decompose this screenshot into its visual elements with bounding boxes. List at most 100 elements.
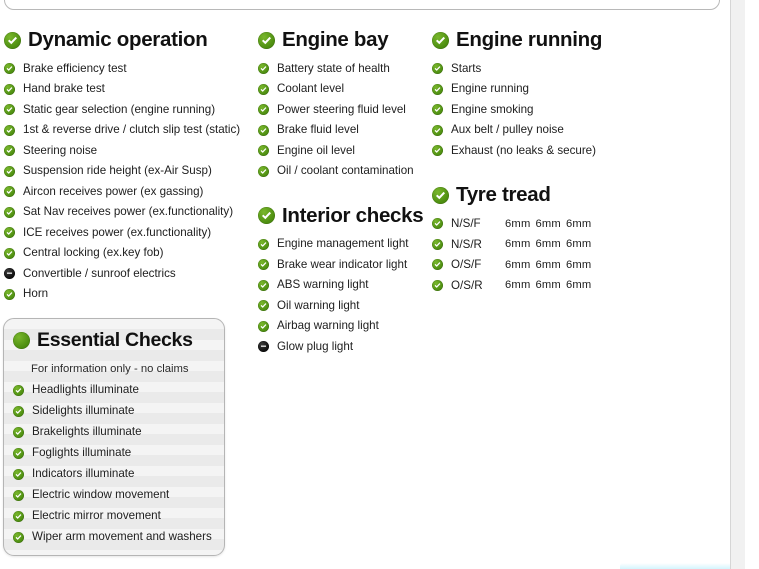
- check-circle-green-icon: [258, 207, 275, 225]
- check-item: ABS warning light: [258, 275, 434, 296]
- tyre-row: O/S/R 6mm 6mm 6mm: [432, 275, 642, 296]
- minus-circle-dark-icon: [258, 341, 269, 353]
- check-circle-green-icon: [4, 124, 15, 136]
- check-item: Suspension ride height (ex-Air Susp): [4, 161, 252, 182]
- check-item-label: Starts: [451, 61, 482, 75]
- check-item-label: Power steering fluid level: [277, 102, 406, 116]
- check-item-label: Aux belt / pulley noise: [451, 123, 564, 137]
- check-item-label: Engine management light: [277, 237, 409, 251]
- check-item-label: Central locking (ex.key fob): [23, 246, 164, 260]
- section-engine-running: Engine running Starts Engine running Engine…: [432, 29, 642, 162]
- check-item: Steering noise: [4, 141, 252, 162]
- check-item: Oil warning light: [258, 296, 434, 317]
- check-circle-green-icon: [258, 320, 269, 332]
- essential-checks-note: For information only - no claims: [31, 362, 189, 375]
- dynamic-operation-heading: Dynamic operation: [4, 29, 252, 51]
- scrollbar-track[interactable]: [730, 0, 745, 569]
- tyre-depth-values: 6mm 6mm 6mm: [505, 259, 596, 271]
- check-circle-green-icon: [432, 186, 449, 204]
- check-item: Oil / coolant contamination: [258, 161, 434, 182]
- check-item: Indicators illuminate: [13, 464, 224, 485]
- check-circle-green-icon: [258, 104, 269, 116]
- column-right: Engine running Starts Engine running Engine…: [432, 29, 642, 296]
- column-middle: Engine bay Battery state of health Coolan…: [258, 29, 434, 358]
- check-item: Sidelights illuminate: [13, 401, 224, 422]
- check-circle-green-icon: [13, 426, 24, 438]
- check-item-label: Airbag warning light: [277, 319, 379, 333]
- check-item-label: Sidelights illuminate: [32, 404, 135, 418]
- check-item: Aircon receives power (ex gassing): [4, 182, 252, 203]
- engine-running-heading: Engine running: [432, 29, 642, 51]
- check-item-label: Brakelights illuminate: [32, 425, 142, 439]
- check-circle-green-icon: [432, 83, 443, 95]
- check-item-label: Wiper arm movement and washers: [32, 530, 212, 544]
- tyre-tread-list: N/S/F 6mm 6mm 6mm N/S/R 6mm 6mm 6mm O/S/F 6mm 6mm 6…: [432, 214, 642, 296]
- tyre-tread-title: Tyre tread: [456, 183, 551, 206]
- check-item-label: Foglights illuminate: [32, 446, 132, 460]
- essential-checks-heading: Essential Checks: [13, 330, 224, 351]
- section-dynamic-operation: Dynamic operation Brake efficiency test Ha…: [4, 29, 252, 305]
- tyre-depth-values: 6mm 6mm 6mm: [505, 238, 596, 250]
- check-item-label: Brake fluid level: [277, 123, 359, 137]
- check-item: Engine oil level: [258, 141, 434, 162]
- check-item-label: Aircon receives power (ex gassing): [23, 184, 204, 198]
- check-item: Electric mirror movement: [13, 506, 224, 527]
- check-item-label: Brake efficiency test: [23, 61, 127, 75]
- check-circle-green-icon: [4, 247, 15, 259]
- check-item-label: Indicators illuminate: [32, 467, 135, 481]
- check-item-label: Static gear selection (engine running): [23, 102, 216, 116]
- check-circle-green-icon: [4, 165, 15, 177]
- check-circle-green-icon: [13, 332, 30, 350]
- tyre-row: N/S/R 6mm 6mm 6mm: [432, 234, 642, 255]
- check-item: Starts: [432, 59, 642, 80]
- check-circle-green-icon: [13, 384, 24, 396]
- check-item-label: Convertible / sunroof electrics: [23, 266, 176, 280]
- minus-circle-dark-icon: [4, 268, 15, 280]
- check-circle-green-icon: [258, 165, 269, 177]
- check-item-label: Sat Nav receives power (ex.functionality…: [23, 205, 234, 219]
- check-circle-green-icon: [258, 279, 269, 291]
- check-circle-green-icon: [4, 227, 15, 239]
- check-circle-green-icon: [258, 63, 269, 75]
- check-item: Glow plug light: [258, 337, 434, 358]
- check-item-label: ICE receives power (ex.functionality): [23, 225, 212, 239]
- tyre-depth-values: 6mm 6mm 6mm: [505, 279, 596, 291]
- check-circle-green-icon: [13, 468, 24, 480]
- check-circle-green-icon: [432, 104, 443, 116]
- check-item-label: Suspension ride height (ex-Air Susp): [23, 164, 212, 178]
- check-circle-green-icon: [4, 31, 21, 49]
- check-item-label: Oil / coolant contamination: [277, 164, 414, 178]
- check-item-label: Brake wear indicator light: [277, 257, 408, 271]
- check-item-label: Engine oil level: [277, 143, 355, 157]
- check-item-label: Oil warning light: [277, 298, 360, 312]
- check-item-label: Exhaust (no leaks & secure): [451, 143, 596, 157]
- tyre-depth-value: 6mm: [565, 238, 592, 251]
- tyre-depth-values: 6mm 6mm 6mm: [505, 218, 596, 230]
- check-circle-green-icon: [432, 279, 443, 291]
- section-interior-checks: Interior checks Engine management light Br…: [258, 205, 434, 358]
- tyre-row: O/S/F 6mm 6mm 6mm: [432, 255, 642, 276]
- tyre-tread-heading: Tyre tread: [432, 183, 642, 206]
- tyre-position-label: O/S/R: [451, 278, 483, 292]
- check-item: Exhaust (no leaks & secure): [432, 141, 642, 162]
- check-circle-green-icon: [258, 238, 269, 250]
- check-item: Sat Nav receives power (ex.functionality…: [4, 202, 252, 223]
- check-item: 1st & reverse drive / clutch slip test (…: [4, 120, 252, 141]
- check-item: Battery state of health: [258, 59, 434, 80]
- check-item-label: Electric mirror movement: [32, 509, 161, 523]
- check-item: Hand brake test: [4, 79, 252, 100]
- check-item-label: Glow plug light: [277, 339, 354, 353]
- check-circle-green-icon: [4, 104, 15, 116]
- check-item-label: Headlights illuminate: [32, 383, 139, 397]
- check-item-label: 1st & reverse drive / clutch slip test (…: [23, 123, 241, 137]
- tyre-row: N/S/F 6mm 6mm 6mm: [432, 214, 642, 235]
- tyre-depth-value: 6mm: [565, 279, 592, 292]
- tyre-position-label: N/S/F: [451, 217, 481, 231]
- check-item: Airbag warning light: [258, 316, 434, 337]
- check-circle-green-icon: [13, 531, 24, 543]
- check-item: Brakelights illuminate: [13, 422, 224, 443]
- tyre-depth-value: 6mm: [505, 217, 531, 230]
- check-circle-green-icon: [258, 124, 269, 136]
- check-circle-green-icon: [432, 124, 443, 136]
